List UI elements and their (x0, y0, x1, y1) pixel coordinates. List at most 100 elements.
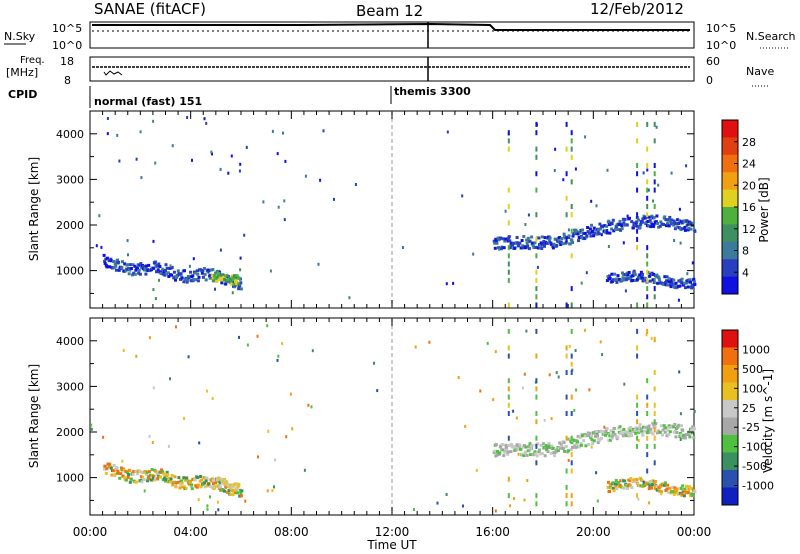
heatmap-cell (674, 281, 678, 285)
heatmap-cell (626, 431, 630, 435)
heatmap-cell (223, 489, 227, 493)
heatmap-streak (653, 337, 656, 343)
heatmap-cell (498, 451, 502, 455)
heatmap-streak (565, 493, 568, 499)
heatmap-cell (516, 447, 520, 451)
heatmap-cell (131, 263, 135, 267)
heatmap-cell (121, 260, 124, 264)
heatmap-streak (507, 146, 510, 152)
heatmap-cell (170, 273, 174, 277)
heatmap-cell (631, 274, 635, 278)
heatmap-cell (609, 429, 613, 433)
colorbar-tick-label: 12 (742, 223, 756, 236)
heatmap-streak (646, 302, 649, 308)
heatmap-cell (493, 246, 497, 250)
heatmap-streak (570, 493, 573, 499)
heatmap-cell (616, 228, 620, 231)
heatmap-cell (231, 278, 235, 282)
heatmap-point (472, 252, 475, 256)
heatmap-cell (129, 477, 133, 481)
heatmap-cell (620, 429, 624, 433)
heatmap-cell (527, 448, 531, 452)
heatmap-cell (104, 263, 108, 267)
heatmap-cell (124, 269, 128, 273)
heatmap-point (227, 171, 230, 175)
heatmap-point (413, 508, 415, 511)
heatmap-cell (636, 427, 640, 431)
heatmap-cell (622, 278, 626, 282)
heatmap-cell (605, 279, 609, 282)
heatmap-cell (570, 441, 574, 445)
heatmap-point (670, 171, 673, 175)
heatmap-point (573, 408, 576, 412)
heatmap-cell (562, 232, 566, 236)
heatmap-cell (633, 273, 637, 277)
heatmap-streak (535, 253, 538, 259)
heatmap-cell (214, 271, 218, 275)
power-colorbar-label: Power [dB] (757, 177, 771, 242)
heatmap-cell (672, 425, 676, 429)
heatmap-point (590, 445, 593, 449)
heatmap-cell (213, 276, 217, 280)
heatmap-cell (601, 225, 605, 229)
heatmap-cell (583, 231, 587, 235)
heatmap-cell (606, 275, 610, 279)
heatmap-cell (631, 427, 635, 431)
heatmap-point (148, 336, 151, 340)
heatmap-streak (565, 435, 568, 441)
heatmap-cell (183, 269, 186, 273)
heatmap-cell (235, 486, 239, 490)
heatmap-point (462, 504, 464, 508)
heatmap-cell (103, 467, 107, 471)
heatmap-streak (636, 171, 639, 177)
heatmap-point (445, 493, 448, 496)
heatmap-point (596, 499, 599, 503)
heatmap-cell (558, 236, 562, 239)
heatmap-cell (658, 430, 662, 434)
heatmap-cell (621, 432, 625, 436)
colorbar-swatch (722, 452, 738, 471)
heatmap-point (509, 504, 512, 508)
heatmap-cell (628, 277, 632, 281)
heatmap-cell (670, 425, 674, 429)
heatmap-cell (189, 270, 193, 274)
heatmap-cell (678, 491, 682, 495)
heatmap-cell (521, 244, 525, 248)
heatmap-streak (535, 443, 538, 449)
heatmap-cell (231, 280, 235, 284)
heatmap-cell (690, 492, 694, 496)
heatmap-cell (609, 438, 612, 442)
heatmap-cell (205, 484, 209, 488)
heatmap-cell (559, 243, 563, 246)
heatmap-cell (647, 224, 651, 228)
heatmap-cell (569, 448, 573, 451)
heatmap-cell (576, 434, 580, 438)
heatmap-cell (203, 267, 206, 270)
heatmap-cell (593, 434, 597, 438)
heatmap-point (567, 458, 570, 462)
heatmap-cell (665, 279, 668, 283)
heatmap-cell (494, 443, 498, 447)
heatmap-cell (686, 285, 690, 289)
heatmap-streak (646, 187, 649, 193)
heatmap-point (197, 498, 200, 502)
heatmap-cell (676, 284, 680, 288)
heatmap-cell (668, 215, 672, 219)
heatmap-point (276, 152, 279, 156)
x-tick-label: 16:00 (475, 525, 510, 539)
cpid-mode-1: themis 3300 (394, 85, 471, 98)
heatmap-streak (535, 378, 538, 384)
heatmap-cell (660, 222, 664, 226)
power-cells (95, 111, 697, 308)
heatmap-cell (662, 424, 666, 428)
nave-label: Nave (746, 65, 774, 78)
heatmap-cell (679, 486, 683, 490)
heatmap-streak (646, 402, 649, 408)
heatmap-cell (137, 268, 141, 272)
heatmap-point (494, 350, 497, 354)
heatmap-streak (535, 236, 538, 242)
heatmap-cell (681, 428, 685, 432)
heatmap-cell (691, 425, 695, 429)
heatmap-streak (507, 402, 510, 408)
colorbar-swatch (722, 417, 738, 436)
